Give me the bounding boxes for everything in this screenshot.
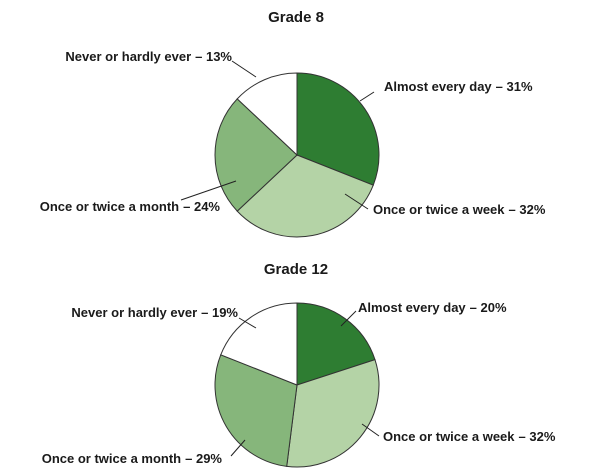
leader-line	[344, 193, 369, 210]
value-label: – 24%	[183, 199, 220, 214]
chart-title: Grade 12	[264, 261, 328, 278]
data-label: Almost every day – 31%	[384, 79, 533, 94]
leader-line	[180, 180, 237, 201]
value-label: – 19%	[201, 305, 238, 320]
value-label: – 20%	[470, 300, 507, 315]
category-label: Once or twice a month	[42, 451, 181, 466]
category-label: Almost every day	[358, 300, 466, 315]
leader-line	[230, 439, 246, 457]
category-label: Almost every day	[384, 79, 492, 94]
pie-slice	[296, 302, 376, 386]
category-label: Never or hardly ever	[71, 305, 197, 320]
leader-line	[359, 91, 375, 102]
pie-slice	[220, 302, 298, 386]
leader-line	[238, 317, 257, 329]
value-label: – 29%	[185, 451, 222, 466]
value-label: – 13%	[195, 49, 232, 64]
data-label: Once or twice a month – 29%	[42, 451, 223, 466]
leader-line	[361, 423, 380, 437]
value-label: – 32%	[509, 202, 546, 217]
pie-slice	[236, 72, 298, 157]
pie-slice	[296, 72, 380, 186]
value-label: – 31%	[496, 79, 533, 94]
pie-slice	[214, 354, 298, 467]
category-label: Once or twice a week	[373, 202, 505, 217]
data-label: Never or hardly ever – 13%	[65, 49, 232, 64]
leader-line	[340, 310, 357, 327]
category-label: Once or twice a week	[383, 429, 515, 444]
data-label: Once or twice a month – 24%	[40, 199, 221, 214]
data-label: Never or hardly ever – 19%	[71, 305, 238, 320]
data-label: Once or twice a week – 32%	[383, 429, 556, 444]
chart-title: Grade 8	[268, 9, 324, 26]
pie-slice	[286, 359, 380, 468]
pie-slice	[236, 154, 374, 238]
data-label: Almost every day – 20%	[358, 300, 507, 315]
value-label: – 32%	[519, 429, 556, 444]
category-label: Once or twice a month	[40, 199, 179, 214]
pie-slice	[214, 98, 298, 212]
leader-line	[231, 60, 257, 78]
category-label: Never or hardly ever	[65, 49, 191, 64]
data-label: Once or twice a week – 32%	[373, 202, 546, 217]
